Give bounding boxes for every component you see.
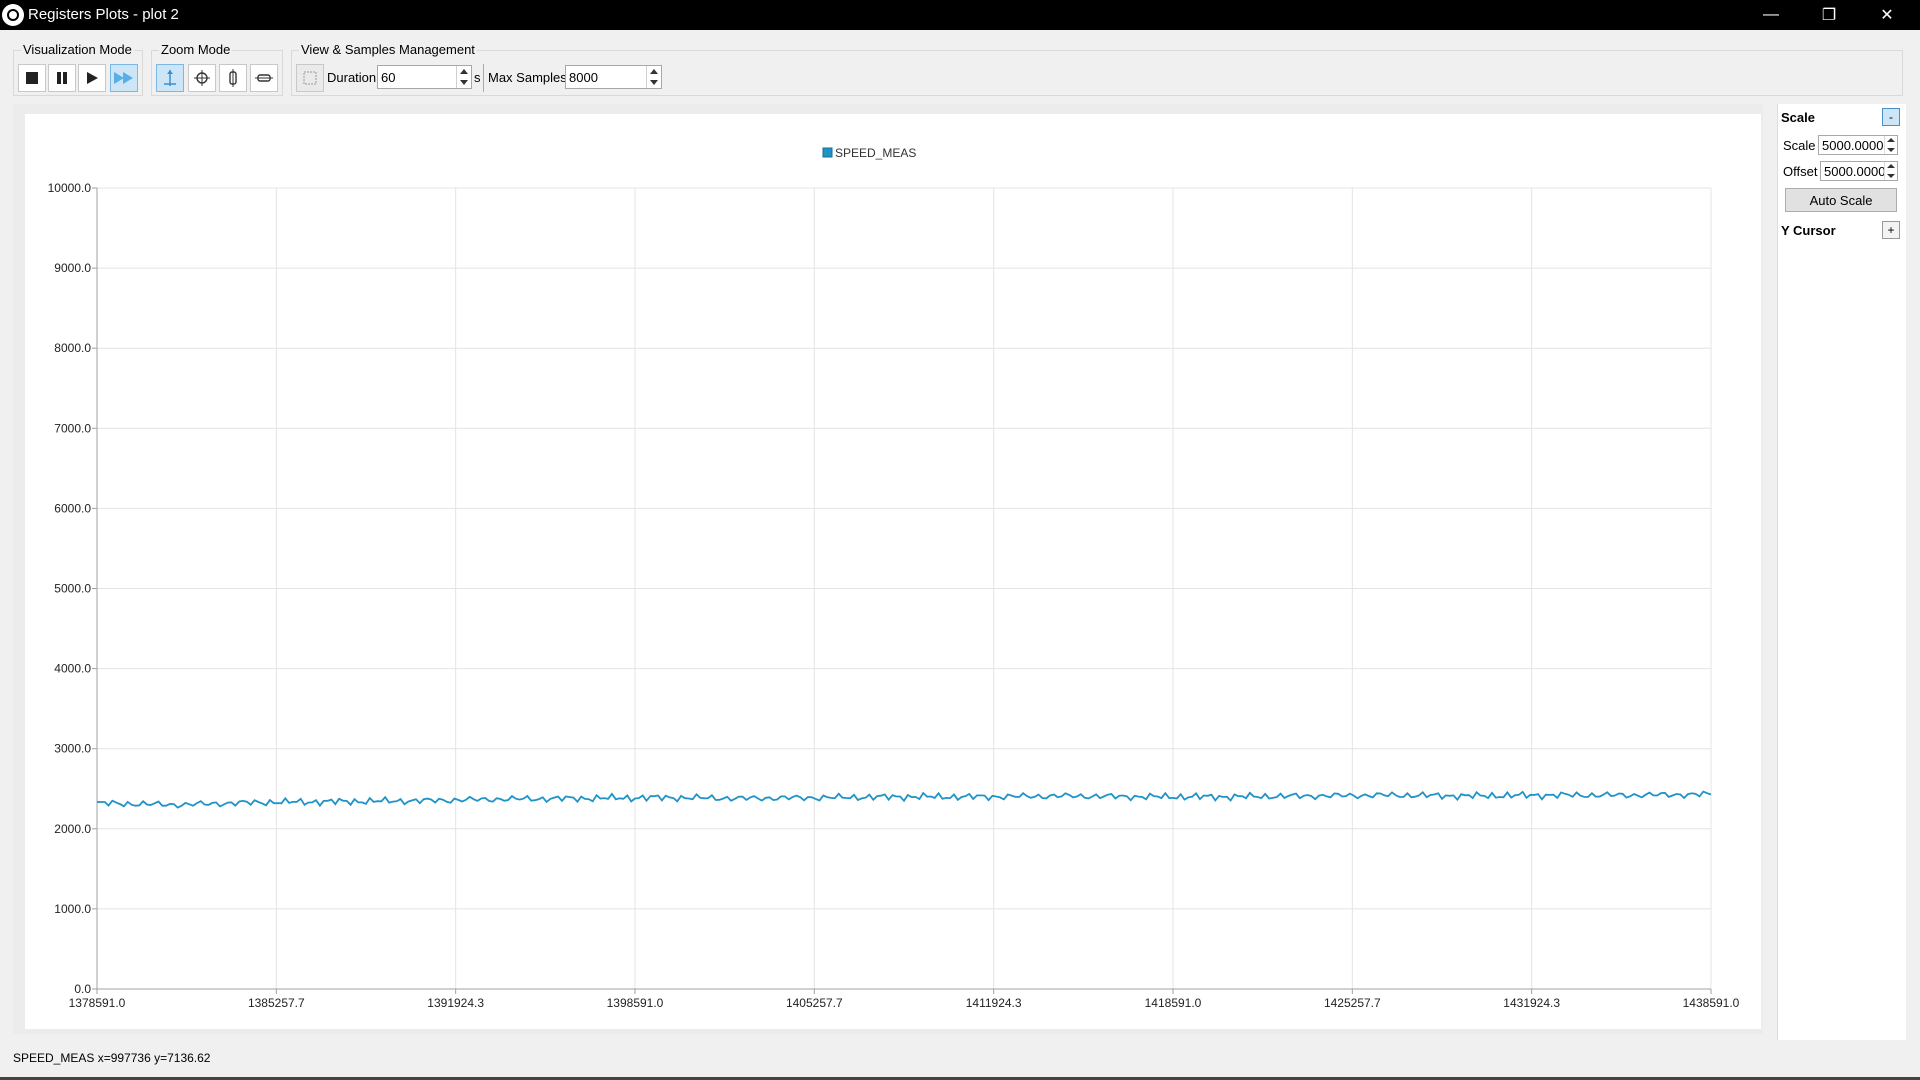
- app-logo-icon: [2, 4, 24, 26]
- x-tick-label: 1378591.0: [69, 996, 126, 1010]
- x-tick-label: 1398591.0: [607, 996, 664, 1010]
- x-tick-label: 1385257.7: [248, 996, 305, 1010]
- window-bottom-border: [0, 1077, 1920, 1080]
- speed-chart[interactable]: 0.0 1000.0 2000.0 3000.0 4000.0 5000.0 6000.0 7…: [25, 114, 1761, 1029]
- y-tick-label: 7000.0: [54, 421, 91, 435]
- duration-spinbox[interactable]: 60: [377, 65, 472, 89]
- chevron-up-icon[interactable]: [650, 69, 658, 74]
- view-samples-group: [291, 50, 1903, 96]
- zoom-auto-button[interactable]: [156, 64, 184, 92]
- visualization-mode-title: Visualization Mode: [21, 42, 134, 57]
- fit-view-button[interactable]: [296, 64, 324, 92]
- chevron-up-icon[interactable]: [1887, 164, 1895, 168]
- y-tick-label: 8000.0: [54, 341, 91, 355]
- max-samples-stepper[interactable]: [646, 66, 661, 88]
- scale-stepper[interactable]: [1884, 136, 1897, 154]
- y-tick-label: 9000.0: [54, 261, 91, 275]
- legend-swatch: [822, 147, 833, 158]
- duration-value[interactable]: 60: [381, 70, 396, 85]
- max-samples-spinbox[interactable]: 8000: [565, 65, 662, 89]
- y-cursor-header: Y Cursor: [1781, 223, 1836, 238]
- chevron-up-icon[interactable]: [460, 69, 468, 74]
- pause-icon: [57, 72, 67, 84]
- duration-stepper[interactable]: [456, 66, 471, 88]
- duration-label: Duration: [327, 70, 377, 85]
- scale-label: Scale: [1783, 138, 1816, 153]
- offset-label: Offset: [1783, 164, 1818, 179]
- close-button[interactable]: ✕: [1880, 7, 1894, 24]
- chevron-down-icon[interactable]: [460, 80, 468, 85]
- zoom-center-button[interactable]: [188, 64, 216, 92]
- chart-legend: SPEED_MEAS: [822, 146, 916, 160]
- y-tick-label: 3000.0: [54, 742, 91, 756]
- zoom-auto-icon: [164, 70, 176, 86]
- x-tick-label: 1425257.7: [1324, 996, 1381, 1010]
- pause-button[interactable]: [48, 64, 76, 92]
- restore-button[interactable]: ❐: [1821, 7, 1837, 24]
- y-tick-label: 1000.0: [54, 902, 91, 916]
- x-tick-label: 1391924.3: [427, 996, 484, 1010]
- chart-series: [97, 790, 1712, 809]
- y-tick-label: 6000.0: [54, 501, 91, 515]
- offset-spinbox[interactable]: 5000.0000: [1820, 161, 1898, 181]
- max-samples-label: Max Samples: [488, 70, 567, 85]
- series-line-speed_meas: [97, 790, 1712, 809]
- legend-label: SPEED_MEAS: [835, 146, 916, 160]
- x-tick-label: 1431924.3: [1503, 996, 1560, 1010]
- toolbar-divider: [483, 64, 484, 92]
- duration-unit: s: [474, 70, 481, 85]
- stop-button[interactable]: [18, 64, 46, 92]
- y-tick-label: 2000.0: [54, 822, 91, 836]
- title-bar: Registers Plots - plot 2 — ❐ ✕: [0, 0, 1920, 30]
- chevron-down-icon[interactable]: [1887, 174, 1895, 178]
- auto-scale-button[interactable]: Auto Scale: [1785, 188, 1897, 212]
- play-icon: [87, 72, 98, 84]
- chart-grid: [96, 187, 1712, 990]
- scale-header: Scale: [1781, 110, 1815, 125]
- fit-view-icon: [303, 71, 317, 85]
- stop-icon: [26, 72, 38, 84]
- max-samples-value[interactable]: 8000: [569, 70, 598, 85]
- y-tick-label: 4000.0: [54, 662, 91, 676]
- play-button[interactable]: [78, 64, 106, 92]
- zoom-horizontal-button[interactable]: [250, 64, 278, 92]
- view-samples-title: View & Samples Management: [299, 42, 477, 57]
- chart-ticks: 0.0 1000.0 2000.0 3000.0 4000.0 5000.0 6000.0 7…: [48, 181, 1740, 1010]
- right-panel: [1777, 104, 1906, 1040]
- window-title: Registers Plots - plot 2: [28, 6, 179, 23]
- toolbar: Visualization Mode Zoom Mode View & Samp…: [0, 30, 1920, 100]
- zoom-vertical-icon: [229, 69, 237, 87]
- scale-collapse-button[interactable]: -: [1882, 108, 1900, 126]
- zoom-horizontal-icon: [255, 74, 273, 82]
- chevron-down-icon[interactable]: [1887, 148, 1895, 152]
- scale-value[interactable]: 5000.0000: [1822, 138, 1884, 153]
- scale-spinbox[interactable]: 5000.0000: [1818, 135, 1898, 155]
- minimize-button[interactable]: —: [1763, 6, 1779, 23]
- plot-area[interactable]: 0.0 1000.0 2000.0 3000.0 4000.0 5000.0 6000.0 7…: [25, 114, 1761, 1029]
- chevron-down-icon[interactable]: [650, 80, 658, 85]
- fast-forward-button[interactable]: [110, 64, 138, 92]
- status-bar: SPEED_MEAS x=997736 y=7136.62: [0, 1040, 1920, 1080]
- x-tick-label: 1405257.7: [786, 996, 843, 1010]
- zoom-center-icon: [194, 70, 210, 86]
- fast-forward-icon: [114, 72, 133, 84]
- x-tick-label: 1418591.0: [1145, 996, 1202, 1010]
- status-text: SPEED_MEAS x=997736 y=7136.62: [13, 1051, 211, 1065]
- zoom-mode-title: Zoom Mode: [159, 42, 233, 57]
- x-tick-label: 1411924.3: [966, 996, 1022, 1010]
- y-tick-label: 10000.0: [48, 181, 92, 195]
- y-cursor-expand-button[interactable]: +: [1882, 221, 1900, 239]
- offset-value[interactable]: 5000.0000: [1824, 164, 1886, 179]
- chevron-up-icon[interactable]: [1887, 138, 1895, 142]
- zoom-vertical-button[interactable]: [219, 64, 247, 92]
- offset-stepper[interactable]: [1884, 162, 1897, 180]
- y-tick-label: 5000.0: [54, 582, 91, 596]
- x-tick-label: 1438591.0: [1683, 996, 1740, 1010]
- y-tick-label: 0.0: [74, 982, 91, 996]
